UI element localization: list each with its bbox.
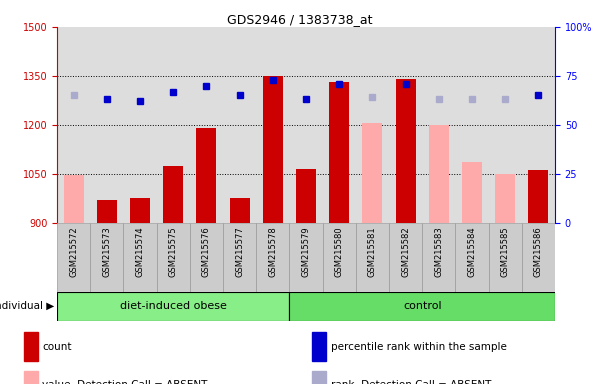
Bar <box>289 292 555 321</box>
Text: control: control <box>403 301 442 311</box>
Text: GSM215583: GSM215583 <box>434 226 443 277</box>
Text: individual ▶: individual ▶ <box>0 301 54 311</box>
Bar <box>130 198 150 223</box>
Text: GSM215580: GSM215580 <box>335 226 344 277</box>
Bar <box>495 174 515 223</box>
Bar <box>124 223 157 292</box>
Text: rank, Detection Call = ABSENT: rank, Detection Call = ABSENT <box>331 380 491 384</box>
Text: diet-induced obese: diet-induced obese <box>120 301 227 311</box>
Text: value, Detection Call = ABSENT: value, Detection Call = ABSENT <box>43 380 208 384</box>
Bar <box>190 223 223 292</box>
Bar <box>312 371 326 384</box>
Bar <box>462 162 482 223</box>
Bar <box>97 200 117 223</box>
Bar <box>522 223 555 292</box>
Text: GSM215572: GSM215572 <box>69 226 78 277</box>
Bar <box>157 223 190 292</box>
Text: GDS2946 / 1383738_at: GDS2946 / 1383738_at <box>227 13 373 26</box>
Bar <box>64 175 83 223</box>
Bar <box>90 223 124 292</box>
Text: GSM215584: GSM215584 <box>467 226 476 277</box>
Text: GSM215579: GSM215579 <box>302 226 311 277</box>
Bar <box>329 82 349 223</box>
Text: GSM215576: GSM215576 <box>202 226 211 277</box>
Text: GSM215577: GSM215577 <box>235 226 244 277</box>
Bar <box>529 170 548 223</box>
Bar <box>223 223 256 292</box>
Text: GSM215574: GSM215574 <box>136 226 145 277</box>
Text: GSM215585: GSM215585 <box>501 226 510 277</box>
Bar <box>23 332 38 361</box>
Text: GSM215582: GSM215582 <box>401 226 410 277</box>
Bar <box>263 76 283 223</box>
Text: GSM215578: GSM215578 <box>268 226 277 277</box>
Text: percentile rank within the sample: percentile rank within the sample <box>331 342 506 352</box>
Bar <box>488 223 522 292</box>
Bar <box>57 223 90 292</box>
Bar <box>196 128 217 223</box>
Bar <box>422 223 455 292</box>
Bar <box>312 332 326 361</box>
Bar <box>23 371 38 384</box>
Bar <box>230 198 250 223</box>
Bar <box>429 125 449 223</box>
Bar <box>389 223 422 292</box>
Bar <box>256 223 289 292</box>
Bar <box>163 166 183 223</box>
Bar <box>296 169 316 223</box>
Bar <box>323 223 356 292</box>
Text: GSM215573: GSM215573 <box>102 226 112 277</box>
Bar <box>57 292 289 321</box>
Text: GSM215581: GSM215581 <box>368 226 377 277</box>
Bar <box>455 223 488 292</box>
Text: count: count <box>43 342 72 352</box>
Bar <box>362 123 382 223</box>
Bar <box>356 223 389 292</box>
Text: GSM215586: GSM215586 <box>534 226 543 277</box>
Bar <box>289 223 323 292</box>
Bar <box>395 79 416 223</box>
Text: GSM215575: GSM215575 <box>169 226 178 277</box>
